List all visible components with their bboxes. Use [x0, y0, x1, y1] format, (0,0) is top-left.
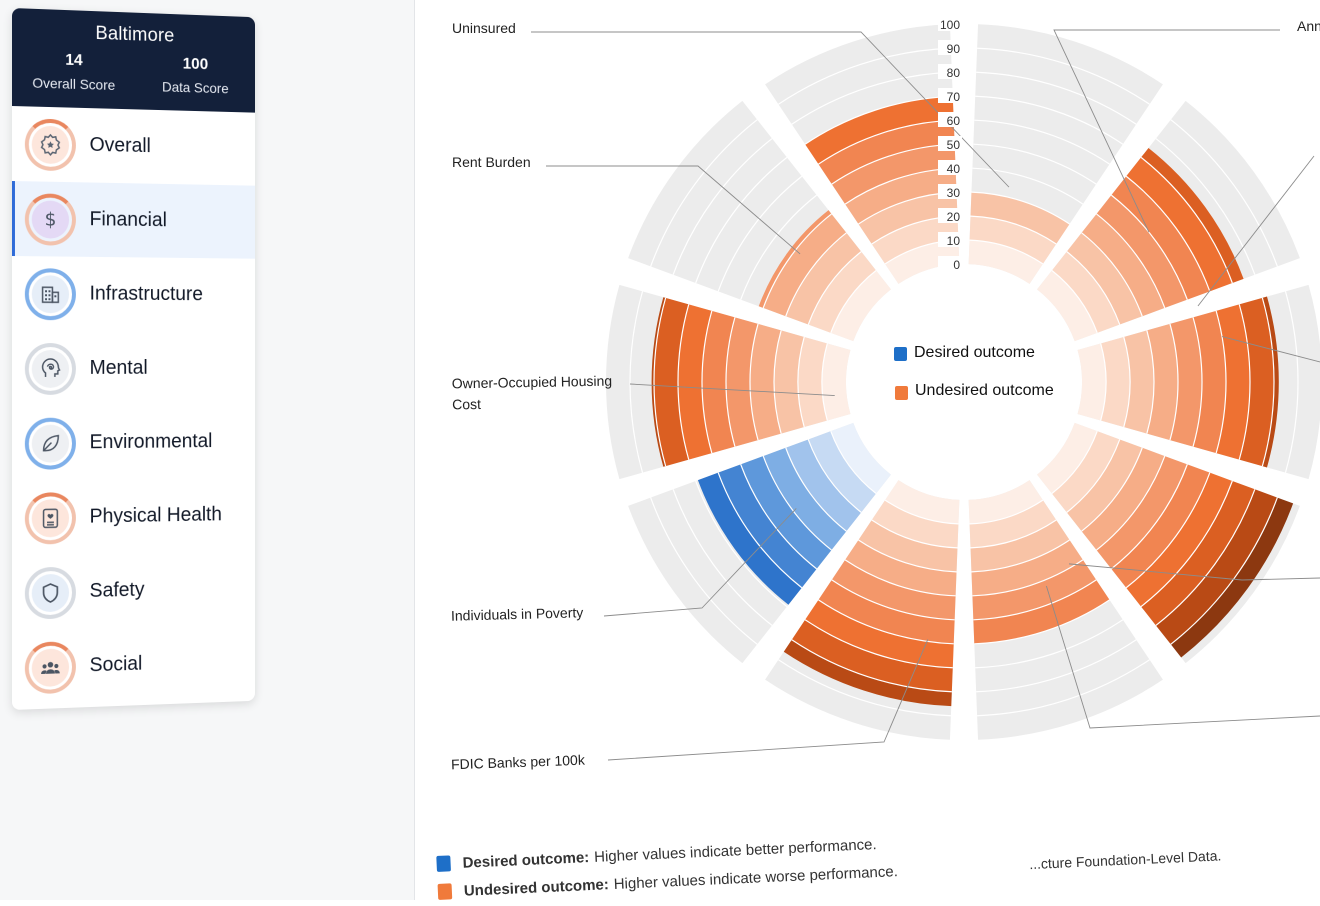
sidebar-item-label: Mental — [90, 357, 148, 380]
bar-band — [822, 343, 850, 420]
r-tick-label: 70 — [947, 90, 961, 104]
sidebar-item-safety[interactable]: Safety — [12, 551, 255, 631]
score-row: 14 Overall Score 100 Data Score — [12, 50, 255, 97]
r-tick-label: 60 — [947, 114, 961, 128]
sidebar-item-financial[interactable]: $ Financial — [12, 181, 255, 259]
label-individuals-in-poverty: Individuals in Poverty — [451, 602, 584, 626]
data-score: 100 Data Score — [138, 54, 252, 97]
r-tick-label: 10 — [947, 234, 961, 248]
footnote-desired-swatch — [436, 855, 451, 872]
sidebar-item-physical-health[interactable]: Physical Health — [12, 478, 255, 556]
environmental-progress-ring — [25, 417, 76, 469]
r-tick-label: 40 — [947, 162, 961, 176]
sidebar-item-infrastructure[interactable]: Infrastructure — [12, 256, 255, 332]
shield-icon — [32, 573, 69, 612]
star-gear-icon — [32, 125, 69, 164]
dollar-icon: $ — [32, 200, 69, 238]
sidebar-item-label: Physical Health — [90, 504, 222, 529]
building-icon — [32, 275, 69, 313]
head-spiral-icon — [32, 350, 69, 388]
legend-undesired-swatch — [895, 386, 908, 400]
r-tick-label: 100 — [940, 18, 960, 32]
sidebar-item-environmental[interactable]: Environmental — [12, 405, 255, 481]
r-tick-label: 90 — [947, 42, 961, 56]
legend-undesired-label: Undesired outcome — [915, 382, 1054, 400]
sidebar-item-label: Safety — [90, 579, 145, 603]
sidebar-item-label: Infrastructure — [90, 283, 203, 306]
label-owner-occupied-line1: Owner-Occupied Housing — [452, 371, 613, 395]
people-icon — [32, 648, 69, 687]
physical-health-progress-ring — [25, 492, 76, 545]
overall-score-value: 14 — [15, 50, 132, 72]
infrastructure-progress-ring — [25, 268, 76, 320]
leaf-icon — [32, 424, 69, 462]
r-tick-label: 80 — [947, 66, 961, 80]
category-sidebar-card: Baltimore 14 Overall Score 100 Data Scor… — [12, 8, 255, 710]
bar-band — [1078, 343, 1106, 420]
label-rent-burden: Rent Burden — [452, 152, 531, 173]
label-owner-occupied-line2: Cost — [452, 392, 613, 416]
mental-progress-ring — [25, 343, 76, 395]
city-score-header: Baltimore 14 Overall Score 100 Data Scor… — [12, 8, 255, 113]
sidebar-item-mental[interactable]: Mental — [12, 331, 255, 406]
financial-progress-ring: $ — [25, 193, 76, 246]
data-score-value: 100 — [138, 54, 252, 75]
r-tick-label: 20 — [947, 210, 961, 224]
r-tick-label: 50 — [947, 138, 961, 152]
sidebar-item-label: Overall — [90, 134, 151, 158]
overall-progress-ring — [25, 118, 76, 171]
footnote-desired-title: Desired outcome: — [462, 849, 589, 872]
social-progress-ring — [25, 641, 76, 694]
label-uninsured: Uninsured — [452, 18, 516, 39]
overall-score: 14 Overall Score — [15, 50, 132, 93]
financial-radial-chart: 100 90 80 70 60 50 40 30 20 10 0 Desired outcome U… — [414, 0, 1320, 900]
r-tick-label: 30 — [947, 186, 961, 200]
sidebar-item-label: Financial — [90, 208, 167, 232]
label-owner-occupied-housing: Owner-Occupied Housing Cost — [452, 371, 613, 416]
medical-id-icon — [32, 499, 69, 537]
sidebar-item-label: Social — [90, 653, 143, 678]
data-score-label: Data Score — [138, 78, 252, 97]
sidebar-item-social[interactable]: Social — [12, 624, 255, 706]
legend-desired-swatch — [894, 347, 907, 361]
footnote-undesired-title: Undesired outcome: — [463, 876, 609, 900]
safety-progress-ring — [25, 566, 76, 619]
svg-text:$: $ — [45, 208, 57, 230]
label-annual: Ann — [1297, 16, 1320, 37]
legend-desired-label: Desired outcome — [914, 344, 1035, 362]
r-tick-label: 0 — [953, 258, 960, 272]
sidebar-item-overall[interactable]: Overall — [12, 106, 255, 186]
overall-score-label: Overall Score — [15, 74, 132, 93]
sidebar-item-label: Environmental — [90, 430, 213, 454]
footnote-undesired-swatch — [438, 883, 453, 900]
